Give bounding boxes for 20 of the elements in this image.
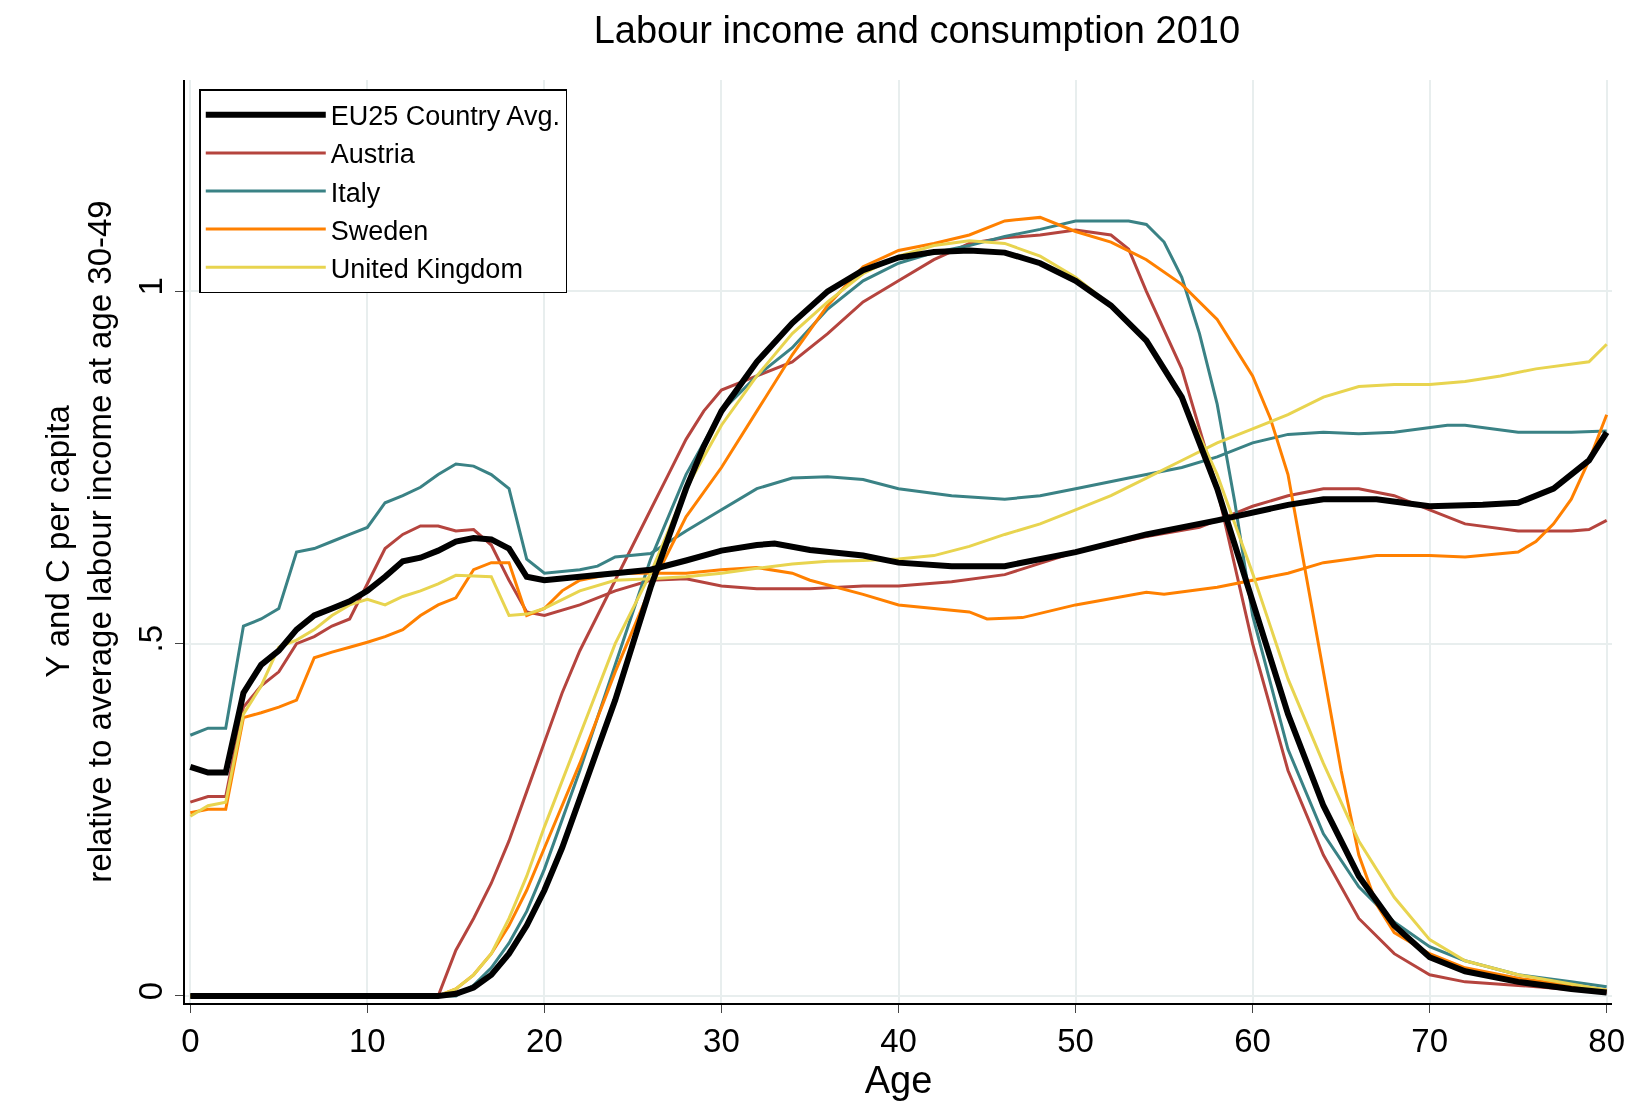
legend-label: Italy xyxy=(330,177,381,208)
x-tick-label: 30 xyxy=(703,1022,740,1060)
y-tick-label: 0 xyxy=(132,981,170,1001)
x-tick-label: 60 xyxy=(1234,1022,1271,1060)
x-tick-label: 20 xyxy=(526,1022,563,1060)
x-tick-label: 40 xyxy=(880,1022,917,1060)
legend-label: United Kingdom xyxy=(330,253,523,284)
y-tick-label: 1 xyxy=(132,277,170,296)
x-axis-title: Age xyxy=(864,1059,933,1102)
legend-label: Austria xyxy=(330,139,416,170)
legend-label: Sweden xyxy=(330,215,429,246)
legend-label: EU25 Country Avg. xyxy=(330,101,560,132)
x-tick-label: 70 xyxy=(1411,1022,1448,1060)
x-tick-label: 10 xyxy=(349,1022,386,1060)
x-tick-label: 50 xyxy=(1057,1022,1094,1060)
chart-title: Labour income and consumption 2010 xyxy=(593,9,1241,52)
y-axis-title: Y and C per capita relative to average labour income at age 30-49 xyxy=(38,200,119,883)
x-tick-label: 0 xyxy=(181,1022,200,1060)
y-tick-label: .5 xyxy=(132,624,170,653)
x-tick-label: 80 xyxy=(1588,1022,1626,1060)
